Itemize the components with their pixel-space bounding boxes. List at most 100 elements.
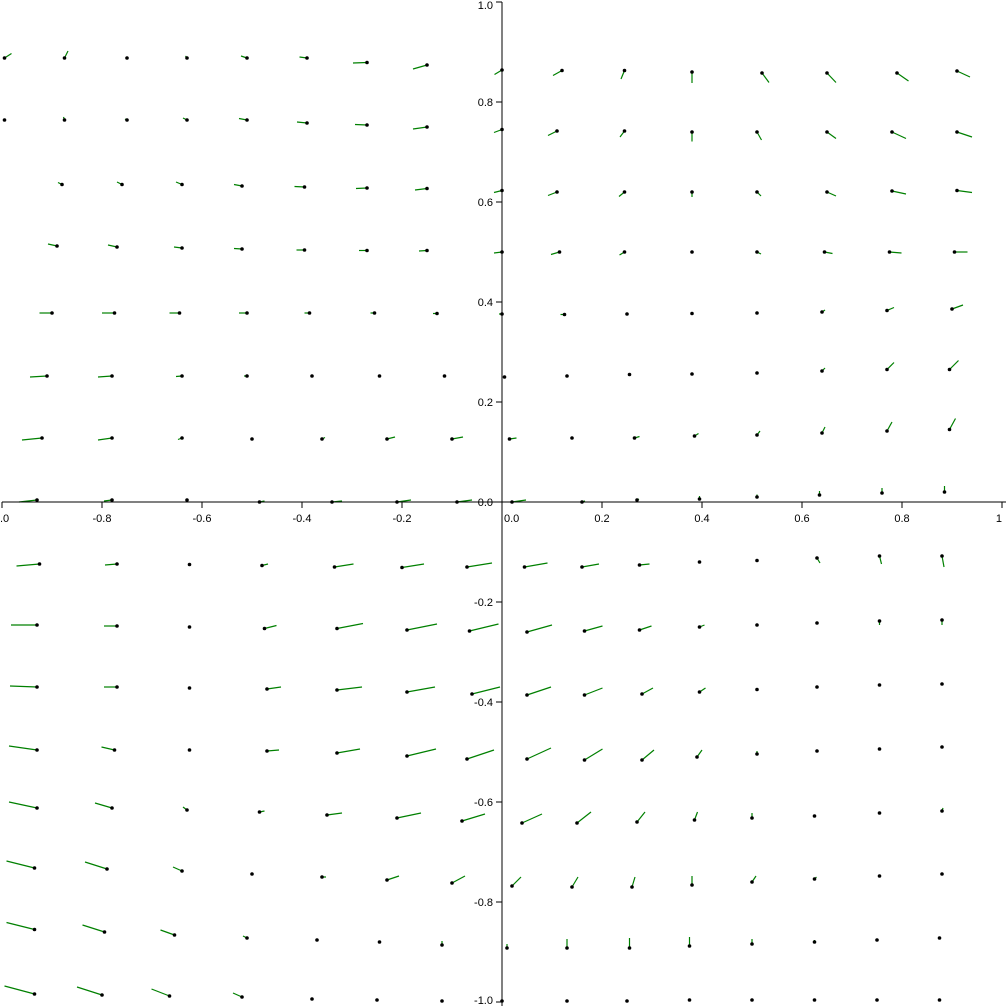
vector-point [185, 498, 189, 502]
vector-mark [107, 244, 119, 249]
vector-mark [187, 562, 192, 567]
vector-point [180, 436, 184, 440]
vector-point [622, 129, 627, 133]
vector-point [580, 565, 584, 569]
vector-mark [750, 998, 754, 1002]
vector-point [755, 250, 759, 254]
vector-point [622, 190, 627, 194]
vector-point [172, 933, 177, 937]
vector-mark [250, 437, 254, 441]
vector-point [815, 621, 819, 625]
vector-point [180, 182, 184, 187]
vector-point [627, 946, 632, 950]
vector-mark [335, 622, 364, 631]
vector-point [250, 437, 254, 441]
vector-point [32, 927, 37, 932]
vector-mark [21, 436, 44, 441]
vector-line [412, 126, 428, 130]
vector-point [690, 190, 694, 194]
vector-point [555, 129, 559, 133]
vector-point [570, 436, 574, 440]
vector-mark [877, 619, 882, 625]
vector-mark [755, 190, 762, 197]
vector-mark [885, 421, 893, 433]
vector-point [265, 749, 269, 753]
vector-mark [450, 436, 464, 441]
vector-line [584, 625, 603, 632]
vector-mark [565, 374, 569, 378]
vector-point [812, 814, 817, 818]
vector-line [352, 61, 368, 64]
vector-point [365, 123, 369, 127]
vector-mark [877, 747, 882, 751]
vector-mark [18, 498, 39, 503]
vector-point [885, 429, 889, 433]
vector-mark [260, 563, 269, 568]
vector-line [264, 624, 277, 630]
vector-point [815, 749, 819, 753]
vector-point [425, 248, 429, 253]
vector-point [435, 311, 439, 316]
vector-layer [2, 50, 973, 1003]
vector-point [35, 748, 39, 752]
vector-mark [570, 436, 574, 440]
vector-line [94, 802, 113, 809]
y-tick-label: -0.6 [474, 797, 493, 809]
vector-point [262, 626, 267, 631]
y-tick-label: -0.4 [474, 697, 493, 709]
vector-point [697, 625, 702, 629]
vector-point [820, 431, 824, 435]
vector-mark [697, 624, 705, 629]
vector-point [697, 497, 702, 501]
vector-mark [885, 362, 895, 372]
vector-point [185, 808, 189, 812]
vector-mark [507, 437, 517, 441]
vector-line [511, 876, 522, 887]
vector-point [690, 70, 694, 74]
vector-point [940, 554, 944, 558]
vector-mark [877, 683, 882, 687]
vector-mark [820, 367, 826, 373]
vector-point [815, 685, 819, 689]
vector-mark [619, 129, 627, 138]
vector-line [8, 801, 38, 809]
vector-point [37, 562, 42, 566]
vector-mark [690, 876, 694, 887]
vector-line [941, 555, 945, 568]
vector-mark [310, 374, 314, 378]
vector-point [750, 880, 754, 884]
vector-mark [940, 807, 944, 813]
vector-mark [755, 250, 762, 255]
vector-mark [619, 250, 627, 256]
vector-mark [175, 181, 184, 187]
vector-mark [627, 372, 632, 377]
vector-point [35, 498, 39, 502]
vector-point [245, 56, 249, 60]
vector-point [55, 244, 59, 248]
y-tick-label: 0.2 [478, 397, 493, 409]
vector-mark [502, 375, 507, 379]
vector-point [450, 881, 454, 885]
vector-point [955, 69, 959, 73]
vector-mark [385, 436, 396, 441]
vector-mark [385, 875, 400, 882]
vector-point [110, 374, 114, 378]
vector-point [50, 311, 54, 315]
vector-mark [895, 71, 909, 82]
vector-line [526, 747, 552, 760]
vector-mark [47, 243, 59, 248]
vector-mark [937, 936, 942, 940]
vector-point [245, 936, 249, 940]
vector-mark [320, 436, 326, 441]
vector-mark [755, 494, 759, 499]
vector-mark [640, 749, 655, 762]
vector-mark [755, 371, 759, 375]
vector-point [640, 758, 644, 762]
vector-point [755, 623, 759, 627]
vector-mark [525, 624, 553, 634]
vector-mark [265, 749, 280, 753]
vector-mark [640, 687, 654, 696]
vector-mark [57, 181, 64, 187]
vector-point [937, 998, 942, 1002]
vector-point [570, 885, 574, 889]
